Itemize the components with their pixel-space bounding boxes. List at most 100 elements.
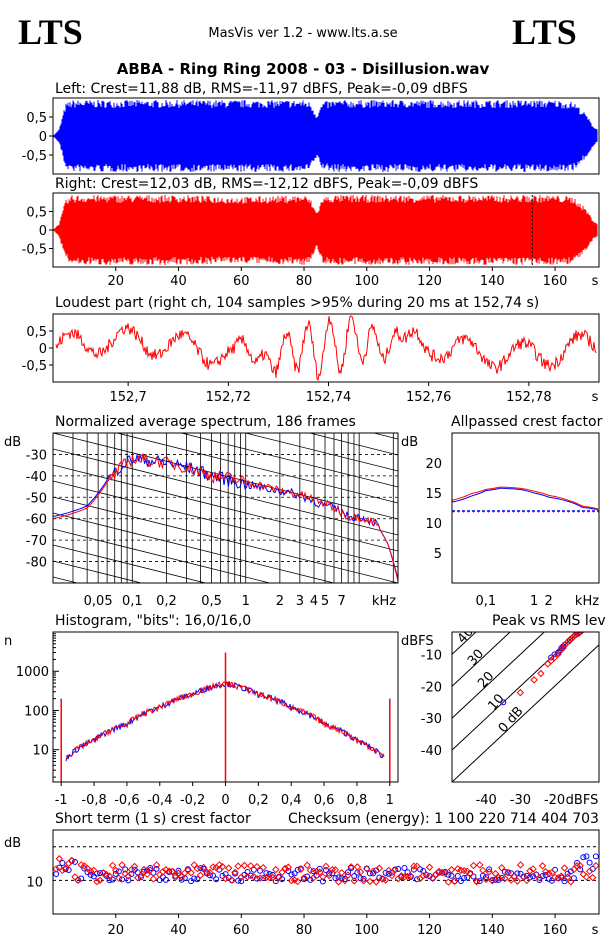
crest-point-right [363, 865, 371, 873]
histogram-xtick-label: -1 [55, 793, 68, 808]
crest-point-right [491, 869, 500, 878]
crest-point-left [153, 865, 160, 872]
crest-point-right [225, 864, 233, 872]
crest-point-left [536, 876, 543, 883]
spectrum-xtick-label: 7 [337, 594, 345, 609]
crest-point-left [304, 873, 311, 880]
crest-point-right [140, 865, 148, 874]
crest-point-right [425, 863, 434, 871]
crest-point-right [309, 874, 318, 882]
peak-rms-diagonal-label: 20 [475, 669, 497, 691]
loudest-part-caption: Loudest part (right ch, 104 samples >95%… [55, 295, 540, 311]
crest-point-right [250, 872, 258, 881]
crest-point-left [323, 867, 329, 874]
crest-point-right [319, 873, 327, 881]
crest-point-left [592, 853, 599, 860]
right-waveform-xunit: s [592, 274, 599, 289]
crest-xunit: s [592, 923, 599, 938]
crest-point-right [259, 863, 267, 872]
crest-point-left [137, 874, 144, 881]
crest-point-right [90, 866, 98, 875]
crest-point-right [359, 877, 368, 885]
peak-rms-point-right [554, 650, 562, 659]
crest-point-right [391, 866, 399, 874]
crest-point-left [586, 859, 593, 866]
histogram-xtick-label: -0,6 [114, 793, 139, 808]
spectrum-xtick-label: 0,5 [201, 594, 222, 609]
spectrum-caption: Normalized average spectrum, 186 frames [55, 414, 356, 430]
crest-point-left [335, 874, 342, 881]
crest-point-left [222, 871, 229, 878]
crest-point-left [263, 870, 270, 877]
crest-point-right [350, 877, 358, 885]
crest-point-left [445, 871, 452, 878]
crest-point-left [147, 864, 154, 871]
crest-point-left [291, 870, 298, 877]
crest-xtick-label: 100 [354, 923, 379, 938]
crest-point-left [341, 875, 348, 882]
crest-point-left [288, 871, 295, 878]
crest-point-right [275, 873, 283, 882]
spectrum-slope-line [53, 576, 79, 583]
crest-point-right [231, 868, 239, 877]
crest-point-left [561, 878, 568, 885]
spectrum-xtick-label: 2 [276, 594, 284, 609]
crest-point-right [582, 873, 591, 881]
crest-point-right [450, 877, 459, 885]
crest-point-right [316, 868, 324, 876]
crest-point-left [294, 866, 301, 873]
crest-point-left [410, 866, 417, 873]
allpassed-frame [451, 432, 600, 584]
crest-point-left [580, 854, 587, 861]
peak-rms-point-right [576, 632, 584, 636]
crest-point-right [246, 862, 255, 870]
crest-point-left [235, 877, 242, 884]
crest-point-right [206, 868, 214, 877]
crest-point-right [215, 861, 224, 869]
crest-point-left [530, 873, 537, 880]
crest-point-right [68, 856, 76, 865]
spectrum-slope-line [53, 496, 398, 583]
loudest-part-series-right [55, 315, 597, 382]
histogram-ytick-label: 10 [32, 744, 49, 759]
crest-point-left [360, 875, 367, 882]
crest-point-right [523, 876, 531, 885]
spectrum-xtick-label: 4 [310, 594, 318, 609]
peak-rms-point-right [516, 688, 525, 697]
spectrum-slope-line [115, 433, 398, 504]
crest-point-left [122, 866, 129, 873]
peak-rms-point-left [585, 623, 590, 628]
left-waveform-ytick-label: -0,5 [22, 149, 47, 164]
histogram-xtick-label: -0,4 [147, 793, 172, 808]
peak-rms-point-right [557, 645, 566, 654]
crest-point-left [162, 876, 169, 883]
peak-rms-point-right [582, 624, 588, 630]
crest-point-left [119, 876, 126, 883]
right-waveform-xtick-label: 140 [480, 274, 505, 289]
crest-point-left [486, 866, 493, 873]
allpassed-xtick-label: 0,1 [475, 594, 496, 609]
peak-rms-xtick-label: -20 [544, 793, 565, 808]
spectrum-slope-line [53, 560, 143, 583]
allpassed-xtick-label: 1 [530, 594, 538, 609]
crest-point-left [404, 869, 411, 876]
peak-rms-point-left [586, 622, 591, 627]
crest-point-right [469, 861, 478, 870]
crest-point-right [482, 875, 490, 884]
spectrum-xtick-label: 1 [242, 594, 250, 609]
crest-caption: Short term (1 s) crest factor [55, 811, 251, 827]
peak-rms-ytick-label: -10 [421, 648, 442, 663]
peak-rms-diagonal [452, 632, 511, 687]
crest-point-left [194, 876, 201, 883]
crest-point-right [112, 866, 120, 875]
peak-rms-point-left [548, 654, 555, 661]
crest-point-right [196, 871, 205, 879]
crest-point-left [232, 870, 238, 877]
crest-point-right [548, 868, 556, 877]
crest-point-right [306, 866, 315, 875]
crest-point-left [71, 858, 78, 865]
crest-point-left [326, 870, 333, 877]
peak-rms-diagonal [452, 632, 546, 719]
crest-point-left [501, 868, 508, 875]
crest-point-right [337, 869, 346, 877]
